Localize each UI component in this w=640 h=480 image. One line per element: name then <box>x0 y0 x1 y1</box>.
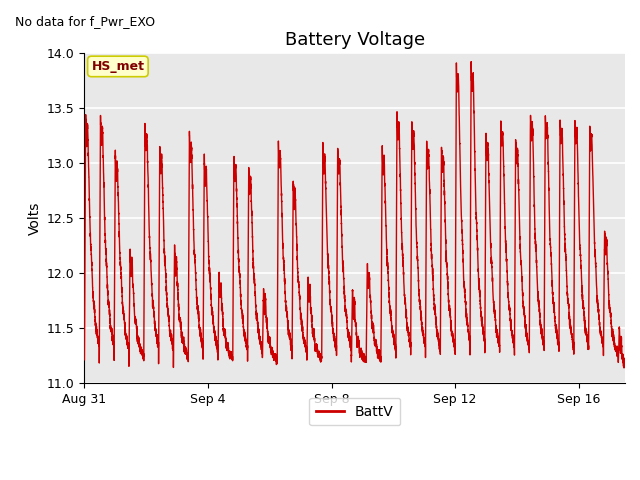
Y-axis label: Volts: Volts <box>28 201 42 235</box>
Text: HS_met: HS_met <box>92 60 145 73</box>
Title: Battery Voltage: Battery Voltage <box>285 31 425 48</box>
Text: No data for f_Pwr_EXO: No data for f_Pwr_EXO <box>15 15 155 28</box>
Legend: BattV: BattV <box>309 397 401 425</box>
